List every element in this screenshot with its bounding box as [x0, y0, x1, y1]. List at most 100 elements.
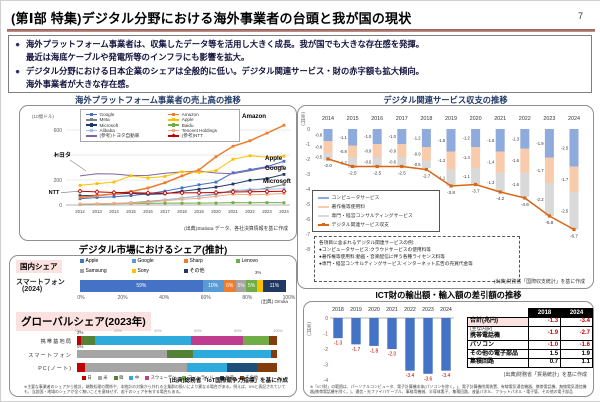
legend-marker	[172, 123, 176, 127]
bar-segment	[323, 129, 333, 141]
legend-label: スウェーデン	[150, 375, 177, 380]
services-axis-unit: (兆円)	[301, 112, 306, 127]
segment-label: -1.2	[463, 136, 471, 141]
x-tick-label: 2021	[228, 209, 238, 214]
segment-label: 5%	[237, 283, 245, 289]
legend-label: Sharp	[189, 258, 203, 264]
bar-segment	[323, 141, 333, 153]
table-value-cell: 1.1	[560, 357, 593, 368]
bullet-icon: ●	[15, 65, 21, 76]
legend-label: 台湾	[225, 375, 234, 380]
summary-box: ● 海外プラットフォーム事業者は、収集したデータ等を活用し大きく成長。我が国でも大…	[8, 35, 592, 93]
legend-swatch	[86, 118, 97, 122]
row-label: PC(ノート)	[38, 366, 72, 372]
segment-label: -0.9	[389, 148, 397, 153]
axis-tick-label: 100%	[282, 295, 296, 301]
x-tick-label: 2024	[568, 116, 580, 122]
line-label: -2.0	[324, 163, 332, 168]
services-note-box: 各項目に含まれるデジタル関連サービスの例: ●コンピュータサービス:クラウドサー…	[314, 236, 520, 282]
y-tick-label: -3	[306, 172, 311, 178]
annotation-leader	[60, 191, 79, 193]
ict-chart-panel: 2018 2019 2020 2021 2022 2023 2024 0 -1 -2 -3 -4 -1.…	[303, 301, 594, 397]
x-tick-label: 2020	[211, 209, 221, 214]
legend-marker	[172, 118, 176, 122]
legend-item: 米	[97, 375, 108, 381]
bar-segment	[348, 157, 358, 168]
table-row: 集積回路 0.7 1.1	[466, 357, 593, 368]
table-header-row: 2018 2024	[466, 308, 593, 318]
y-tick-label: 0	[59, 203, 62, 209]
bar	[405, 318, 415, 371]
data-marker	[179, 190, 185, 196]
table-row-label: その他の電子部品	[466, 349, 530, 359]
platform-source: (出典)Statista データ、各社決算情報を基に作成	[184, 227, 288, 232]
legend-label: Lenovo	[241, 258, 258, 264]
legend-item: その他	[239, 375, 258, 381]
data-marker	[112, 201, 116, 205]
x-tick-label: 2017	[160, 209, 170, 214]
global-share-bar	[77, 336, 277, 345]
bar-segment-Google: 10%	[202, 280, 224, 292]
data-marker	[248, 201, 252, 205]
legend-swatch	[97, 376, 102, 380]
data-marker	[231, 157, 235, 161]
annotation-ntt: NTT	[49, 190, 60, 196]
data-marker	[128, 190, 134, 196]
segment-label: 10%	[208, 283, 219, 289]
y-tick-label: -2	[324, 347, 329, 353]
platform-legend: Google Meta Microsoft Alibaba (参考)トヨタ自動車 Amaz…	[80, 109, 240, 142]
legend-item: Lenovo	[236, 258, 288, 264]
y-tick-label: -3	[324, 362, 329, 368]
legend-label: Meta	[99, 117, 110, 123]
bar-segment	[348, 129, 358, 146]
segment-label: -1.3	[487, 180, 495, 185]
services-stacked-bar-chart: 2014 2015 2016 2017 2018 2019 2020 2021 2022 2023…	[306, 116, 580, 253]
segment-label: 59%	[136, 283, 147, 289]
bullet-spacer	[15, 51, 26, 64]
data-marker	[78, 202, 82, 206]
x-tick-label: 2019	[350, 307, 362, 313]
line-label: -4.6	[521, 202, 529, 207]
legend-label: Apple	[181, 117, 194, 123]
data-marker	[163, 181, 167, 185]
legend-item: 著作権等使用料	[318, 202, 434, 211]
data-marker	[248, 154, 252, 158]
table-value-cell: -1.9	[528, 325, 562, 342]
data-marker	[282, 183, 286, 186]
global-source: (出典)総務省「IoT国際競争力指標」を基に作成	[169, 378, 288, 384]
legend-swatch	[145, 376, 150, 380]
x-tick-label: 2020	[470, 116, 482, 122]
axis-tick-label: 80%	[242, 295, 253, 301]
data-marker	[197, 183, 201, 187]
legend-swatch	[132, 268, 136, 273]
line-marker	[449, 184, 453, 188]
x-tick-label: 2023	[543, 116, 555, 122]
y-tick-label: -5	[306, 202, 311, 208]
legend-item: Apple	[168, 117, 234, 122]
legend-swatch	[184, 259, 188, 263]
bar-segment	[544, 183, 554, 216]
data-marker	[129, 194, 133, 198]
legend-item: Google	[86, 112, 156, 117]
summary-bullet-1: ● 海外プラットフォーム事業者は、収集したデータ等を活用し大きく成長。我が国でも大…	[15, 38, 585, 51]
label-line: 合計(兆円)	[470, 318, 498, 325]
bar-segment	[495, 129, 505, 152]
table-value-cell: -3.4	[560, 316, 593, 327]
global-share-bar	[77, 349, 277, 358]
table-header-cell: 2024	[560, 308, 593, 318]
data-marker	[95, 196, 99, 199]
legend-swatch	[182, 376, 187, 380]
bar-segment	[372, 129, 382, 144]
legend-label: Google	[137, 258, 154, 264]
services-source: (出典)財務省「国際収支統計」を基に作成	[493, 280, 585, 285]
line-marker	[375, 164, 379, 169]
table-value-cell: -1.3	[528, 316, 562, 327]
table-row-label: 集積回路	[466, 357, 530, 368]
line-marker	[351, 164, 355, 169]
table-row: その他の電子部品 1.5 1.9	[466, 349, 593, 359]
segment-label: -0.8	[340, 149, 348, 154]
legend-marker	[172, 128, 176, 132]
global-share-bar	[77, 363, 277, 372]
axis-tick-label: 20%	[117, 295, 128, 301]
domestic-share-bar: 59% 10% 6% 5% 5% 11%	[80, 280, 288, 292]
